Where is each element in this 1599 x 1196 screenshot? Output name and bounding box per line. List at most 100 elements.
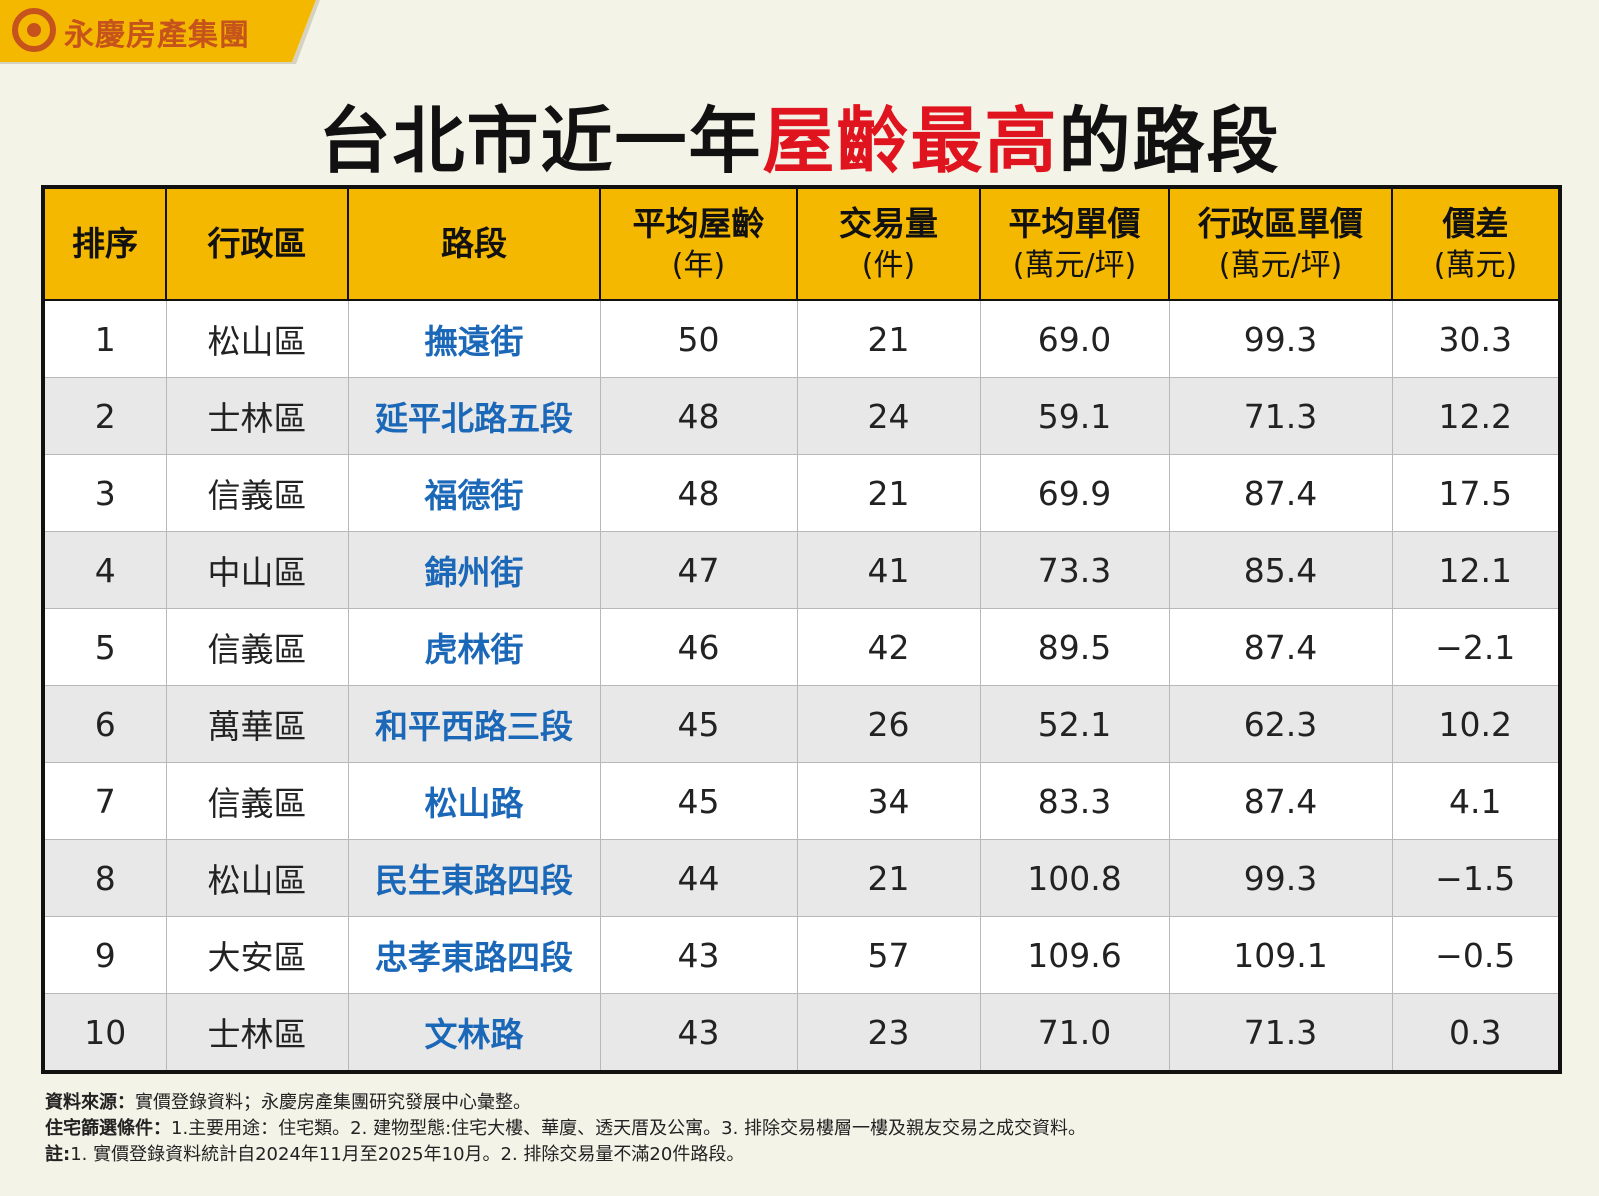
cell: 10.2	[1391, 685, 1561, 763]
cell: 信義區	[165, 608, 349, 686]
note-text: 1. 實價登錄資料統計自2024年11月至2025年10月。2. 排除交易量不滿…	[70, 1144, 745, 1165]
road-cell: 錦州街	[347, 531, 601, 609]
table-row: 3 信義區 福德街 48 21 69.9 87.4 17.5	[42, 454, 1561, 532]
header-cell: 平均單價 (萬元/坪)	[979, 186, 1170, 301]
cell: 71.3	[1168, 993, 1393, 1073]
cell: 71.3	[1168, 377, 1393, 455]
cell: 48	[599, 454, 798, 532]
cell: 87.4	[1168, 608, 1393, 686]
cell: −2.1	[1391, 608, 1561, 686]
cell: 21	[796, 454, 981, 532]
header-cell: 排序	[42, 186, 167, 301]
cell: 43	[599, 993, 798, 1073]
road-cell: 撫遠街	[347, 299, 601, 378]
cell: 50	[599, 299, 798, 378]
cell: 44	[599, 839, 798, 917]
header-unit: (萬元/坪)	[1218, 247, 1343, 283]
cell: 松山區	[165, 839, 349, 917]
cell: 8	[42, 839, 167, 917]
note: 資料來源：實價登錄資料；永慶房產集團研究發展中心彙整。	[45, 1090, 1086, 1116]
header-row: 排序 行政區 路段 平均屋齡 (年) 交易量 (件) 平均單價 (萬元/坪) 行政區單價 (萬元/坪…	[42, 186, 1561, 301]
note-text: 1.主要用途：住宅類。2. 建物型態:住宅大樓、華廈、透天厝及公寓。3. 排除交…	[171, 1118, 1087, 1139]
cell: 大安區	[165, 916, 349, 994]
cell: 萬華區	[165, 685, 349, 763]
header-cell: 平均屋齡 (年)	[599, 186, 798, 301]
road-cell: 文林路	[347, 993, 601, 1073]
road-cell: 虎林街	[347, 608, 601, 686]
cell: 10	[42, 993, 167, 1073]
road-cell: 民生東路四段	[347, 839, 601, 917]
table-row: 6 萬華區 和平西路三段 45 26 52.1 62.3 10.2	[42, 685, 1561, 763]
title-part: 台北市近一年	[318, 99, 763, 183]
cell: 7	[42, 762, 167, 840]
header-unit: (萬元/坪)	[1012, 247, 1137, 283]
cell: 3	[42, 454, 167, 532]
cell: 57	[796, 916, 981, 994]
cell: 89.5	[979, 608, 1170, 686]
cell: 83.3	[979, 762, 1170, 840]
logo-banner	[0, 0, 320, 64]
table-row: 5 信義區 虎林街 46 42 89.5 87.4 −2.1	[42, 608, 1561, 686]
cell: 21	[796, 839, 981, 917]
title-part: 屋齡最高	[762, 99, 1059, 183]
table-row: 7 信義區 松山路 45 34 83.3 87.4 4.1	[42, 762, 1561, 840]
cell: 4.1	[1391, 762, 1561, 840]
cell: 30.3	[1391, 299, 1561, 378]
cell: 23	[796, 993, 981, 1073]
cell: 松山區	[165, 299, 349, 378]
header-unit: (年)	[671, 247, 726, 283]
table-row: 9 大安區 忠孝東路四段 43 57 109.6 109.1 −0.5	[42, 916, 1561, 994]
road-cell: 福德街	[347, 454, 601, 532]
header-label: 路段	[441, 223, 507, 263]
cell: 24	[796, 377, 981, 455]
cell: 43	[599, 916, 798, 994]
table: 排序 行政區 路段 平均屋齡 (年) 交易量 (件) 平均單價 (萬元/坪) 行政區單價 (萬元/坪…	[41, 185, 1562, 1074]
title-part: 的路段	[1058, 99, 1281, 183]
cell: −1.5	[1391, 839, 1561, 917]
header-cell: 行政區	[165, 186, 349, 301]
table-row: 8 松山區 民生東路四段 44 21 100.8 99.3 −1.5	[42, 839, 1561, 917]
table-row: 10 士林區 文林路 43 23 71.0 71.3 0.3	[42, 993, 1561, 1073]
cell: 12.2	[1391, 377, 1561, 455]
cell: 4	[42, 531, 167, 609]
cell: 21	[796, 299, 981, 378]
header-unit: (件)	[861, 247, 916, 283]
cell: 6	[42, 685, 167, 763]
road-cell: 和平西路三段	[347, 685, 601, 763]
note: 註:1. 實價登錄資料統計自2024年11月至2025年10月。2. 排除交易量…	[45, 1142, 1086, 1168]
header-cell: 行政區單價 (萬元/坪)	[1168, 186, 1393, 301]
cell: 99.3	[1168, 839, 1393, 917]
cell: 5	[42, 608, 167, 686]
cell: 73.3	[979, 531, 1170, 609]
header-label: 交易量	[839, 204, 938, 244]
cell: 26	[796, 685, 981, 763]
header-label: 平均屋齡	[632, 204, 765, 244]
cell: 99.3	[1168, 299, 1393, 378]
table-row: 4 中山區 錦州街 47 41 73.3 85.4 12.1	[42, 531, 1561, 609]
logo-icon	[12, 8, 56, 52]
cell: 2	[42, 377, 167, 455]
cell: 109.1	[1168, 916, 1393, 994]
cell: 100.8	[979, 839, 1170, 917]
cell: −0.5	[1391, 916, 1561, 994]
header-label: 平均單價	[1008, 204, 1141, 244]
cell: 47	[599, 531, 798, 609]
cell: 信義區	[165, 454, 349, 532]
header-label: 行政區	[207, 223, 307, 263]
cell: 1	[42, 299, 167, 378]
logo-bg	[0, 0, 316, 62]
cell: 34	[796, 762, 981, 840]
cell: 87.4	[1168, 762, 1393, 840]
header-unit: (萬元)	[1433, 247, 1518, 283]
cell: 46	[599, 608, 798, 686]
table-row: 2 士林區 延平北路五段 48 24 59.1 71.3 12.2	[42, 377, 1561, 455]
header-label: 行政區單價	[1198, 204, 1363, 244]
cell: 41	[796, 531, 981, 609]
road-cell: 松山路	[347, 762, 601, 840]
cell: 士林區	[165, 377, 349, 455]
table-row: 1 松山區 撫遠街 50 21 69.0 99.3 30.3	[42, 299, 1561, 378]
cell: 信義區	[165, 762, 349, 840]
note-text: 實價登錄資料；永慶房產集團研究發展中心彙整。	[135, 1092, 531, 1113]
notes: 資料來源：實價登錄資料；永慶房產集團研究發展中心彙整。 住宅篩選條件：1.主要用途…	[45, 1090, 1086, 1168]
cell: 62.3	[1168, 685, 1393, 763]
